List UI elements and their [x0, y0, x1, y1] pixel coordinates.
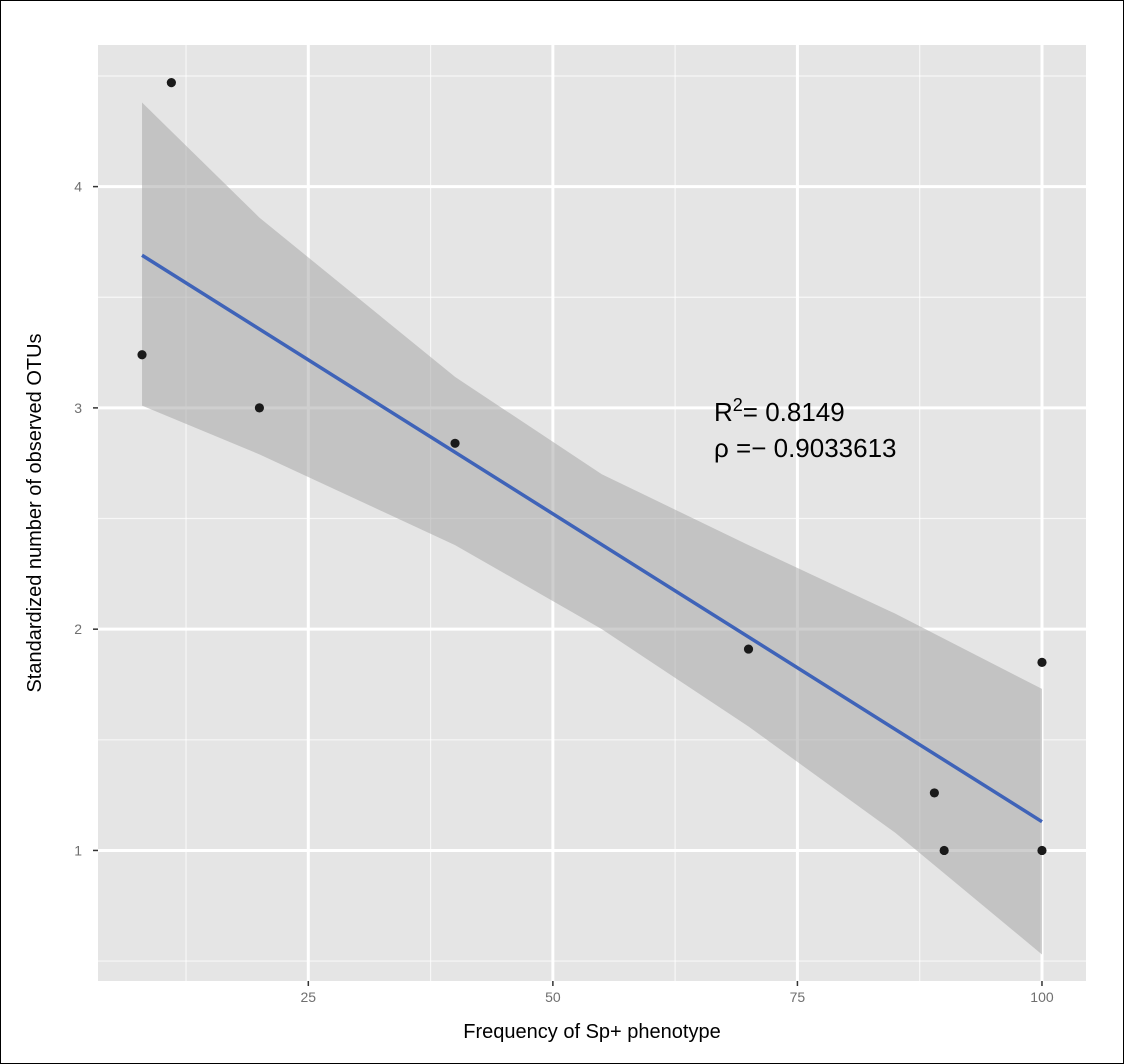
y-tick-label: 1 — [74, 842, 82, 858]
data-point — [166, 78, 176, 88]
rho-annotation: ρ =− 0.9033613 — [714, 433, 897, 463]
data-point — [450, 438, 460, 448]
x-axis-title: Frequency of Sp+ phenotype — [463, 1021, 720, 1043]
y-tick-label: 4 — [74, 179, 82, 195]
data-point — [929, 788, 939, 798]
data-point — [1037, 657, 1047, 667]
y-tick-label: 3 — [74, 400, 82, 416]
x-tick-label: 100 — [1030, 989, 1054, 1005]
data-point — [743, 644, 754, 654]
y-axis-ticks: 1 2 3 4 — [74, 179, 98, 858]
data-point — [137, 350, 147, 360]
data-point — [254, 403, 265, 413]
r-squared-superscript: 2 — [733, 395, 743, 415]
r-squared-annotation: R2= 0.8149 — [714, 395, 845, 427]
data-point — [1037, 845, 1047, 856]
y-axis-title: Standardized number of observed OTUs — [24, 333, 46, 692]
x-axis-ticks: 25 50 75 100 — [301, 981, 1054, 1005]
regression-line — [141, 253, 1043, 824]
r-squared-value: = 0.8149 — [743, 397, 845, 427]
x-tick-label: 50 — [545, 989, 561, 1005]
x-tick-label: 75 — [790, 989, 806, 1005]
data-points — [137, 78, 1047, 856]
data-point — [939, 845, 949, 856]
x-tick-label: 25 — [301, 989, 317, 1005]
y-tick-label: 2 — [74, 621, 82, 637]
r-squared-label: R — [714, 397, 733, 427]
confidence-band — [142, 102, 1042, 955]
